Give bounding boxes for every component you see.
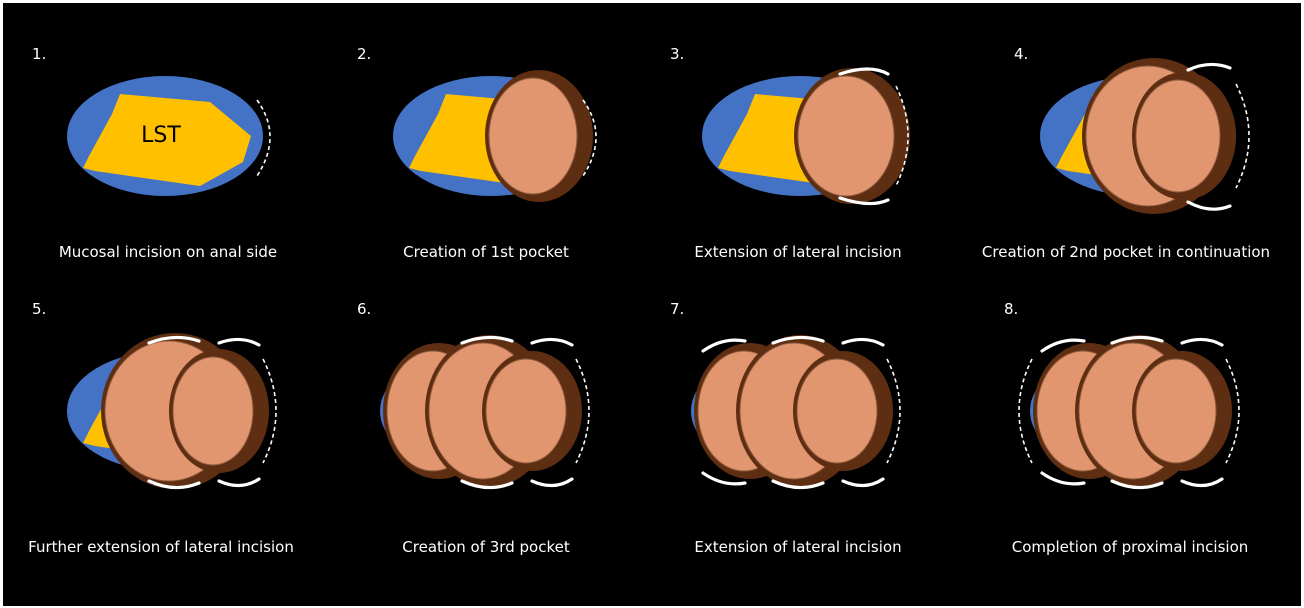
lateral-incision-icon — [771, 335, 825, 345]
dashed-incision-icon — [582, 99, 597, 177]
step-7-number: 7. — [670, 300, 685, 318]
step-8-number: 8. — [1004, 300, 1019, 318]
lateral-incision-icon — [771, 479, 825, 490]
step-8-diagram — [1018, 335, 1240, 490]
lateral-incision-icon — [838, 196, 890, 206]
step-2-number: 2. — [357, 45, 372, 63]
step-7-caption: Extension of lateral incision — [694, 538, 902, 556]
step-3-number: 3. — [670, 45, 685, 63]
step-4-caption: Creation of 2nd pocket in continuation — [981, 243, 1271, 261]
step-1-number: 1. — [32, 45, 47, 63]
lateral-incision-icon — [701, 471, 747, 486]
lateral-incision-icon — [217, 337, 261, 347]
lateral-incision-icon — [841, 477, 885, 488]
dashed-incision-icon — [895, 85, 909, 187]
step-5-number: 5. — [32, 300, 47, 318]
step-1-caption: Mucosal incision on anal side — [58, 243, 278, 261]
lateral-incision-icon — [1186, 62, 1232, 72]
lateral-incision-icon — [147, 335, 201, 345]
step-6-number: 6. — [357, 300, 372, 318]
diagram-figure: LST 1. 2. 3. 4. 5. 6. 7. 8. Mucosal inci… — [3, 3, 1301, 606]
step-5-diagram — [67, 333, 277, 490]
tumor-label: LST — [141, 123, 181, 148]
lateral-incision-icon — [530, 337, 574, 347]
lateral-incision-icon — [1186, 200, 1232, 211]
step-7-diagram — [691, 335, 901, 490]
lateral-incision-icon — [460, 335, 514, 345]
pocket-icon — [172, 356, 254, 466]
pocket-icon — [488, 77, 578, 195]
lateral-incision-icon — [1110, 335, 1164, 345]
lateral-incision-icon — [701, 338, 747, 353]
step-3-diagram — [702, 67, 910, 206]
step-4-diagram — [1040, 58, 1250, 214]
step-2-diagram — [393, 70, 597, 202]
pocket-icon — [797, 75, 895, 197]
pocket-icon — [796, 358, 878, 464]
dashed-incision-icon — [256, 99, 271, 177]
lateral-incision-icon — [1180, 477, 1224, 488]
lateral-incision-icon — [838, 67, 890, 76]
lateral-incision-icon — [1040, 338, 1086, 353]
lateral-incision-icon — [217, 477, 261, 488]
step-4-number: 4. — [1014, 45, 1029, 63]
lateral-incision-icon — [1110, 479, 1164, 490]
lateral-incision-icon — [1040, 471, 1086, 486]
lateral-incision-icon — [147, 479, 201, 490]
lateral-incision-icon — [1180, 337, 1224, 347]
dashed-incision-icon — [1235, 83, 1250, 189]
pocket-icon — [1135, 79, 1221, 193]
pocket-icon — [1135, 358, 1217, 464]
step-3-caption: Extension of lateral incision — [694, 243, 902, 261]
pocket-icon — [485, 358, 567, 464]
step-6-caption: Creation of 3rd pocket — [402, 538, 570, 556]
lateral-incision-icon — [460, 479, 514, 490]
step-2-caption: Creation of 1st pocket — [403, 243, 569, 261]
stages-canvas: LST — [67, 58, 1250, 490]
lateral-incision-icon — [841, 337, 885, 347]
step-8-caption: Completion of proximal incision — [1011, 538, 1249, 556]
lateral-incision-icon — [530, 477, 574, 488]
step-6-diagram — [380, 335, 590, 490]
step-5-caption: Further extension of lateral incision — [28, 538, 294, 556]
step-1-diagram: LST — [67, 76, 271, 196]
tumor-icon — [83, 94, 251, 186]
